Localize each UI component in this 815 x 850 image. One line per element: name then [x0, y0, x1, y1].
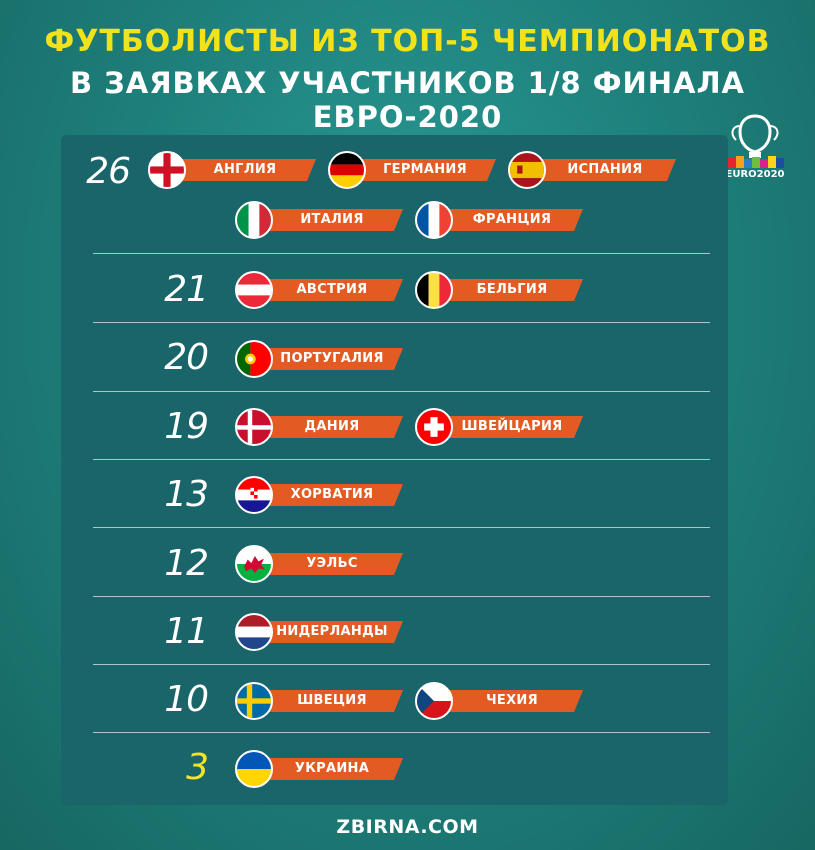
count-20: 20	[164, 337, 209, 378]
country-netherlands: НИДЕРЛАНДЫ	[235, 613, 405, 653]
title-line-1: ФУТБОЛИСТЫ ИЗ ТОП-5 ЧЕМПИОНАТОВ	[44, 24, 771, 59]
netherlands-flag-icon	[235, 613, 273, 651]
switzerland-flag-icon	[415, 408, 453, 446]
title-line-2: В ЗАЯВКАХ УЧАСТНИКОВ 1/8 ФИНАЛА ЕВРО-202…	[69, 66, 745, 134]
logo-text: EURO2020	[725, 169, 785, 180]
count-11: 11	[164, 611, 209, 652]
count-19: 19	[164, 406, 209, 447]
country-label: ИСПАНИЯ	[526, 159, 676, 181]
czechia-flag-icon	[415, 682, 453, 720]
euro2020-logo: EURO2020	[716, 112, 794, 190]
italy-flag-icon	[235, 201, 273, 239]
country-label: ДАНИЯ	[253, 416, 403, 438]
denmark-flag-icon	[235, 408, 273, 446]
country-portugal: ПОРТУГАЛИЯ	[235, 340, 405, 380]
france-flag-icon	[415, 201, 453, 239]
country-label: ГЕРМАНИЯ	[346, 159, 496, 181]
country-label: АВСТРИЯ	[253, 279, 403, 301]
country-label: ФРАНЦИЯ	[433, 209, 583, 231]
country-label: НИДЕРЛАНДЫ	[253, 621, 403, 643]
country-label: АНГЛИЯ	[166, 159, 316, 181]
croatia-flag-icon	[235, 476, 273, 514]
row-separator	[93, 253, 710, 254]
country-ukraine: УКРАИНА	[235, 750, 405, 790]
row-separator	[93, 391, 710, 392]
count-21: 21	[164, 269, 209, 310]
country-label: ХОРВАТИЯ	[253, 484, 403, 506]
spain-flag-icon	[508, 151, 546, 189]
row-separator	[93, 732, 710, 733]
country-switzerland: ШВЕЙЦАРИЯ	[415, 408, 585, 448]
count-3: 3	[186, 747, 209, 788]
country-england: АНГЛИЯ	[148, 151, 318, 191]
country-label: ПОРТУГАЛИЯ	[253, 348, 403, 370]
germany-flag-icon	[328, 151, 366, 189]
country-label: БЕЛЬГИЯ	[433, 279, 583, 301]
row-separator	[93, 596, 710, 597]
country-belgium: БЕЛЬГИЯ	[415, 271, 585, 311]
trophy-icon	[728, 114, 784, 168]
row-separator	[93, 459, 710, 460]
country-label: УКРАИНА	[253, 758, 403, 780]
count-26: 26	[86, 151, 131, 192]
row-separator	[93, 664, 710, 665]
country-austria: АВСТРИЯ	[235, 271, 405, 311]
country-germany: ГЕРМАНИЯ	[328, 151, 498, 191]
row-separator	[93, 322, 710, 323]
count-10: 10	[164, 679, 209, 720]
austria-flag-icon	[235, 271, 273, 309]
belgium-flag-icon	[415, 271, 453, 309]
count-13: 13	[164, 474, 209, 515]
sweden-flag-icon	[235, 682, 273, 720]
country-label: ШВЕЙЦАРИЯ	[433, 416, 583, 438]
wales-flag-icon	[235, 545, 273, 583]
country-label: ШВЕЦИЯ	[253, 690, 403, 712]
country-label: ИТАЛИЯ	[253, 209, 403, 231]
england-flag-icon	[148, 151, 186, 189]
country-label: УЭЛЬС	[253, 553, 403, 575]
row-separator	[93, 527, 710, 528]
country-label: ЧЕХИЯ	[433, 690, 583, 712]
country-denmark: ДАНИЯ	[235, 408, 405, 448]
ukraine-flag-icon	[235, 750, 273, 788]
country-france: ФРАНЦИЯ	[415, 201, 585, 241]
country-wales: УЭЛЬС	[235, 545, 405, 585]
country-sweden: ШВЕЦИЯ	[235, 682, 405, 722]
site-watermark: ZBIRNA.COM	[336, 816, 479, 838]
country-croatia: ХОРВАТИЯ	[235, 476, 405, 516]
portugal-flag-icon	[235, 340, 273, 378]
country-czechia: ЧЕХИЯ	[415, 682, 585, 722]
country-spain: ИСПАНИЯ	[508, 151, 678, 191]
country-italy: ИТАЛИЯ	[235, 201, 405, 241]
count-12: 12	[164, 543, 209, 584]
